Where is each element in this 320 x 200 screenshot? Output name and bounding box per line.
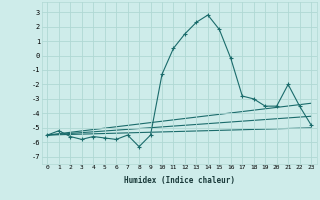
X-axis label: Humidex (Indice chaleur): Humidex (Indice chaleur) (124, 176, 235, 185)
